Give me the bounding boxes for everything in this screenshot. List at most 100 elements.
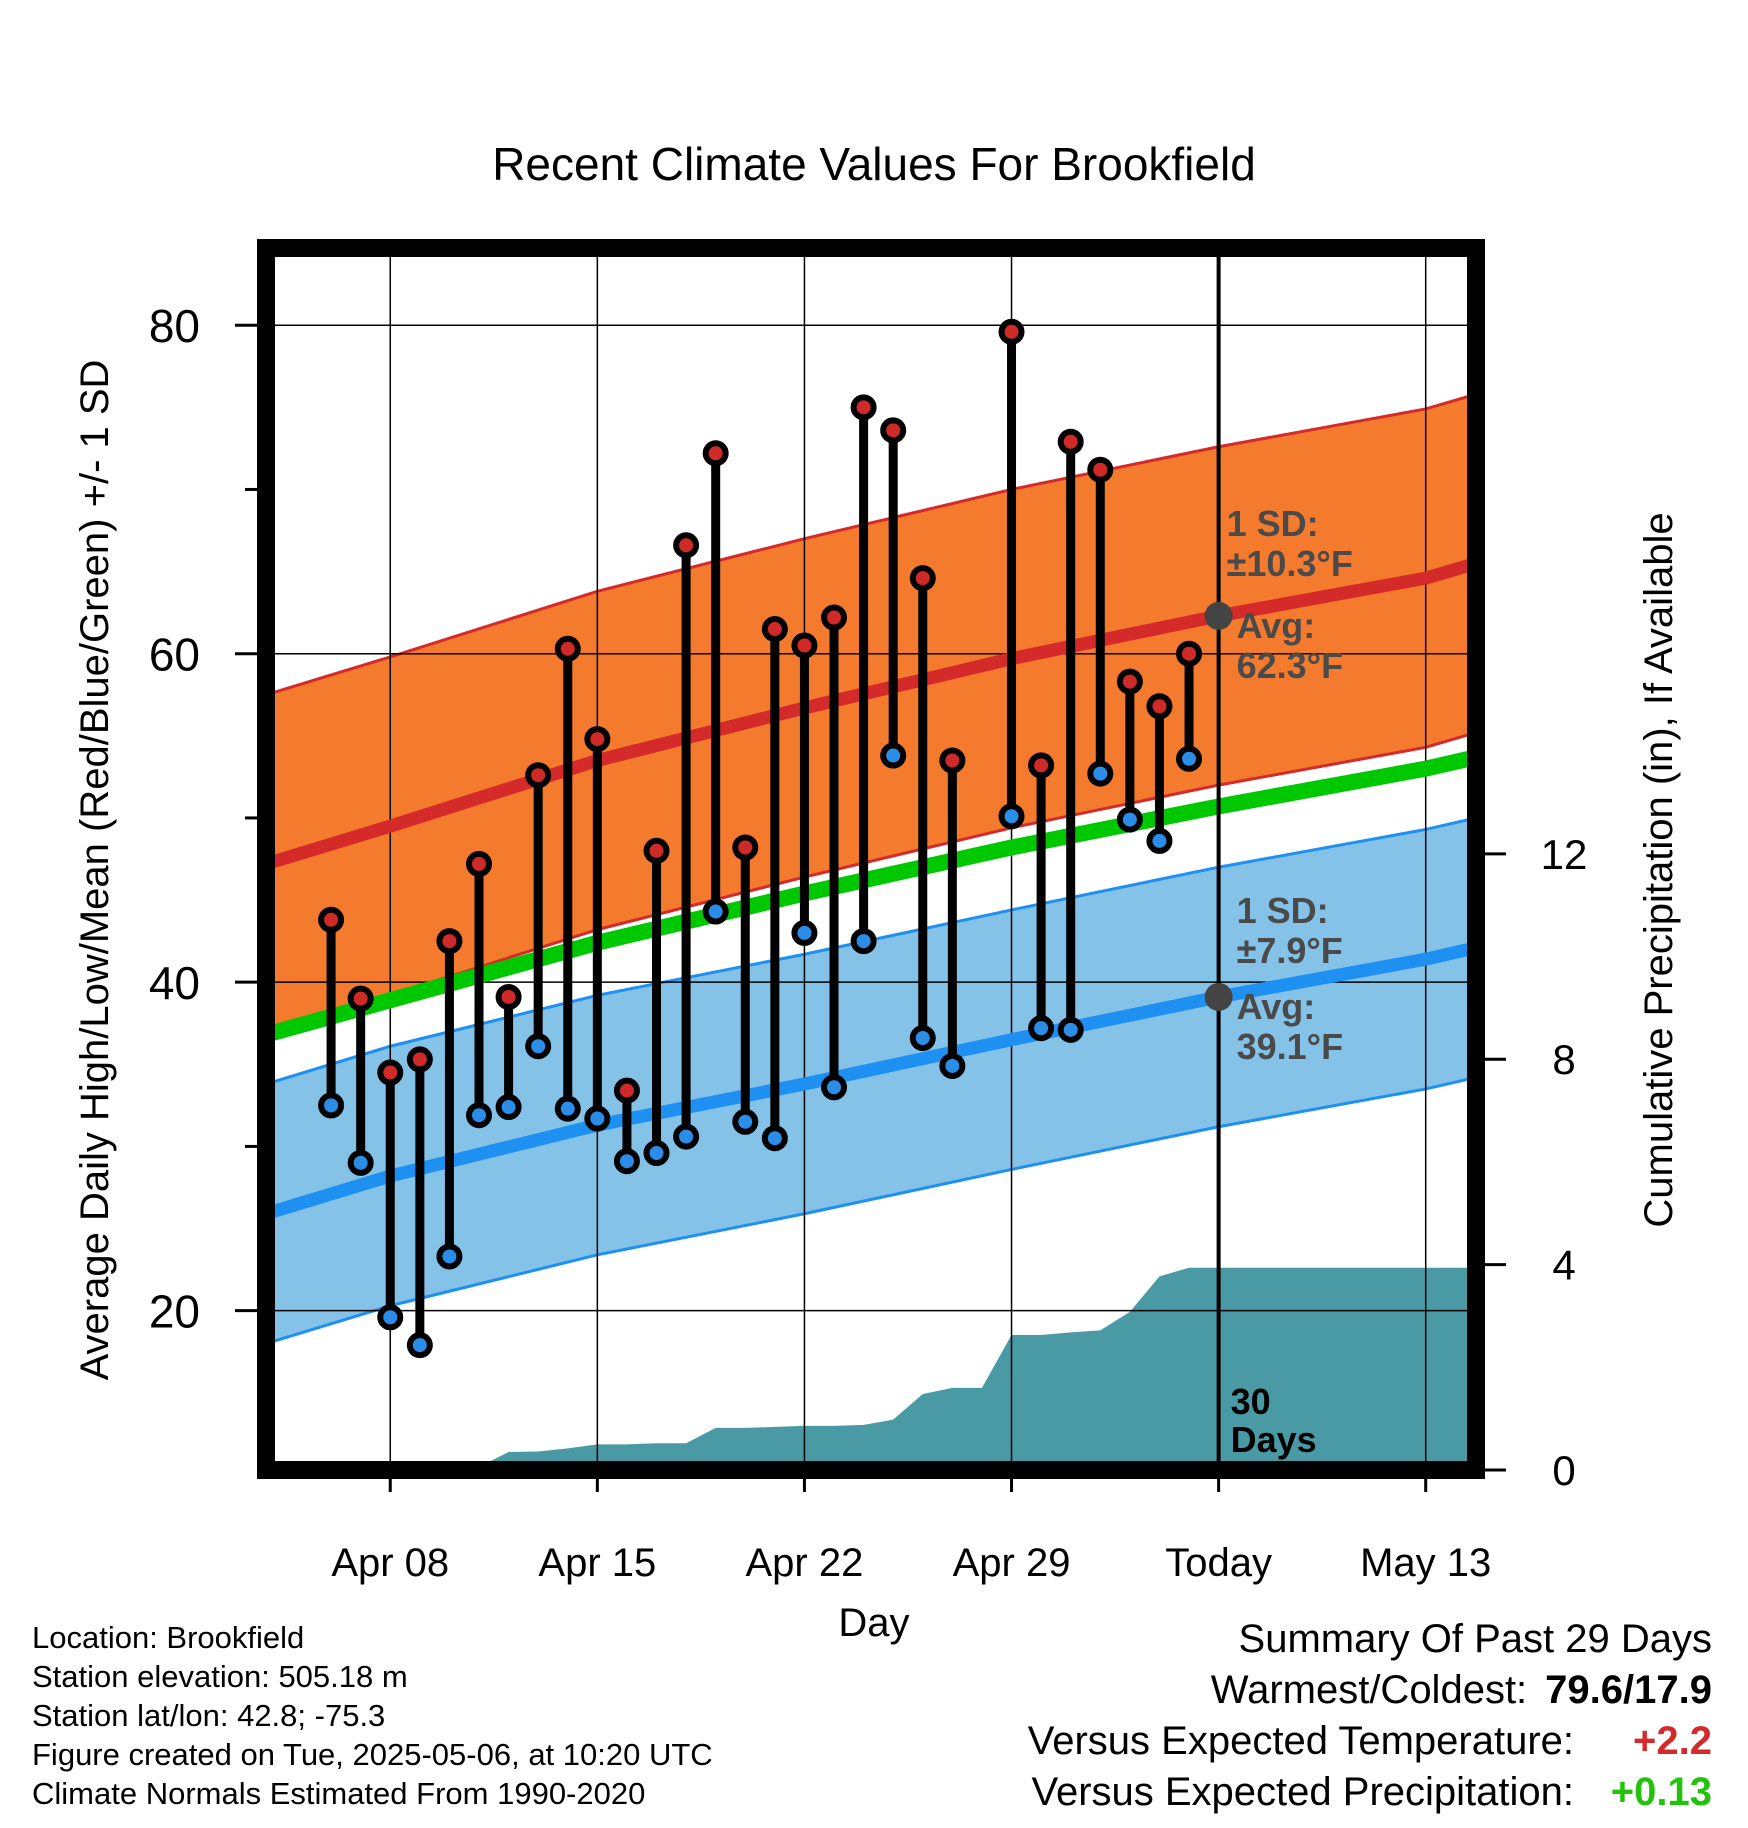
low-sd-value: ±7.9°F — [1237, 930, 1343, 971]
daily-low-point — [998, 803, 1025, 830]
daily-high-point — [466, 850, 493, 877]
daily-high-point — [939, 747, 966, 774]
daily-low-point — [1028, 1015, 1055, 1042]
daily-low-point — [347, 1149, 374, 1176]
high-avg-label: Avg: — [1237, 605, 1316, 646]
daily-high-point — [495, 983, 522, 1010]
daily-high-point — [643, 837, 670, 864]
daily-high-point — [584, 726, 611, 753]
high-band-upper-edge — [265, 392, 1477, 697]
y-left-tick-label: 20 — [149, 1286, 200, 1338]
x-tick-label: Today — [1165, 1541, 1272, 1585]
daily-low-point — [613, 1148, 640, 1175]
daily-high-point — [377, 1059, 404, 1086]
warmest-coldest-label: Warmest/Coldest: — [1210, 1668, 1528, 1712]
daily-high-point — [673, 532, 700, 559]
station-elevation: Station elevation: 505.18 m — [32, 1659, 408, 1694]
daily-low-point — [673, 1123, 700, 1150]
daily-low-point — [850, 928, 877, 955]
daily-high-point — [732, 834, 759, 861]
normals-period: Climate Normals Estimated From 1990-2020 — [32, 1776, 646, 1811]
figure-created: Figure created on Tue, 2025-05-06, at 10… — [32, 1737, 713, 1772]
y-right-tick-label: 0 — [1552, 1447, 1575, 1494]
today-avg-low-point — [1204, 982, 1233, 1011]
y-right-tick-label: 4 — [1552, 1242, 1575, 1289]
daily-low-point — [584, 1105, 611, 1132]
high-sd-label: 1 SD: — [1227, 503, 1319, 544]
daily-points — [318, 318, 1203, 1359]
y-left-tick-label: 80 — [149, 300, 200, 352]
daily-low-point — [939, 1052, 966, 1079]
summary-warmest-coldest: Warmest/Coldest: 79.6/17.9 — [892, 1665, 1712, 1716]
high-sd-value: ±10.3°F — [1227, 543, 1353, 584]
daily-low-point — [761, 1125, 788, 1152]
daily-low-point — [436, 1243, 463, 1270]
warmest-coldest-value: 79.6/17.9 — [1545, 1668, 1712, 1712]
daily-low-point — [525, 1033, 552, 1060]
x-tick-label: Apr 22 — [746, 1541, 864, 1585]
daily-low-point — [880, 742, 907, 769]
temperature-anomaly-value: +2.2 — [1633, 1719, 1712, 1763]
daily-high-point — [850, 394, 877, 421]
low-band-lower-edge — [265, 1075, 1477, 1345]
precipitation-area — [266, 1267, 1476, 1470]
summary-precipitation: Versus Expected Precipitation: +0.13 — [892, 1767, 1712, 1818]
low-sd-label: 1 SD: — [1237, 890, 1329, 931]
plot-border — [257, 239, 1485, 1479]
daily-high-point — [880, 417, 907, 444]
chart-title: Recent Climate Values For Brookfield — [492, 138, 1256, 190]
daily-low-point — [643, 1140, 670, 1167]
plot-frame — [257, 239, 1485, 1479]
avg-high-line — [264, 557, 1478, 871]
daily-low-point — [406, 1332, 433, 1359]
x-tick-label: Apr 15 — [538, 1541, 656, 1585]
summary-title: Summary Of Past 29 Days — [1238, 1617, 1712, 1661]
daily-low-point — [554, 1095, 581, 1122]
temperature-label: Versus Expected Temperature: — [1027, 1719, 1574, 1763]
daily-high-point — [318, 906, 345, 933]
daily-low-point — [791, 919, 818, 946]
low-sd-band — [266, 817, 1476, 1344]
daily-high-point — [791, 632, 818, 659]
y-left-tick-label: 40 — [149, 957, 200, 1009]
daily-range-stems — [326, 331, 1194, 1346]
normal-lines — [263, 557, 1478, 1220]
axes: Apr 08 Apr 15 Apr 22 Apr 29 Today May 1320406… — [149, 300, 1588, 1585]
daily-high-point — [406, 1046, 433, 1073]
today-days-label: Days — [1231, 1419, 1317, 1460]
daily-low-point — [909, 1025, 936, 1052]
daily-high-point — [1116, 668, 1143, 695]
daily-high-point — [1087, 456, 1114, 483]
x-tick-label: May 13 — [1360, 1541, 1491, 1585]
daily-low-point — [377, 1304, 404, 1331]
x-tick-label: Apr 29 — [953, 1541, 1071, 1585]
y-axis-left-label: Average Daily High/Low/Mean (Red/Blue/Gr… — [73, 360, 117, 1381]
y-right-tick-label: 8 — [1552, 1036, 1575, 1083]
daily-low-point — [702, 898, 729, 925]
daily-low-point — [495, 1094, 522, 1121]
daily-low-point — [732, 1108, 759, 1135]
x-axis-label: Day — [838, 1601, 909, 1645]
station-location: Location: Brookfield — [32, 1620, 305, 1655]
daily-low-point — [1057, 1016, 1084, 1043]
daily-high-point — [613, 1077, 640, 1104]
precipitation-label: Versus Expected Precipitation: — [1031, 1770, 1574, 1814]
summary-temperature: Versus Expected Temperature: +2.2 — [892, 1716, 1712, 1767]
daily-low-point — [1176, 745, 1203, 772]
y-right-tick-label: 12 — [1541, 831, 1588, 878]
daily-high-point — [436, 928, 463, 955]
avg-mean-line — [263, 749, 1478, 1043]
y-axis-right-label: Cumulative Precipitation (in), If Availa… — [1637, 512, 1681, 1227]
x-tick-label: Apr 08 — [331, 1541, 449, 1585]
daily-low-point — [466, 1102, 493, 1129]
daily-high-point — [554, 635, 581, 662]
low-avg-value: 39.1°F — [1237, 1026, 1343, 1067]
daily-high-point — [702, 440, 729, 467]
daily-high-point — [1028, 752, 1055, 779]
daily-high-point — [761, 616, 788, 643]
daily-high-point — [1146, 693, 1173, 720]
daily-high-point — [909, 565, 936, 592]
